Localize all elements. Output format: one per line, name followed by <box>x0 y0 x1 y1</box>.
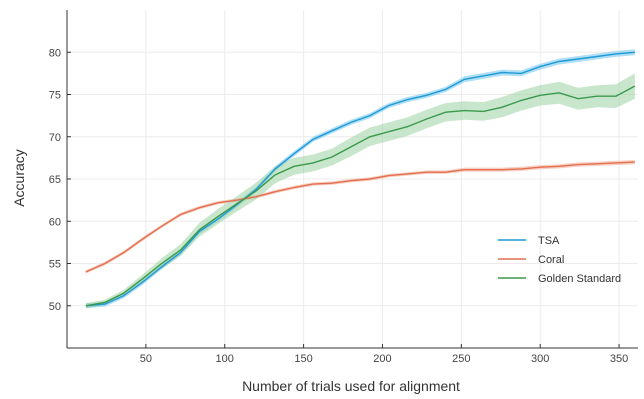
legend-label: TSA <box>538 235 560 247</box>
x-tick-label: 150 <box>294 353 312 365</box>
line-tsa <box>85 51 635 307</box>
line-golden-standard <box>85 85 636 307</box>
y-tick-label: 65 <box>49 174 61 186</box>
y-tick-label: 55 <box>49 259 61 271</box>
y-tick-label: 60 <box>49 216 61 228</box>
y-tick-label: 75 <box>49 90 61 102</box>
series-lines <box>85 51 636 307</box>
y-tick-label: 70 <box>49 132 61 144</box>
x-tick-label: 100 <box>216 353 234 365</box>
x-tick-label: 250 <box>452 353 470 365</box>
x-tick-labels: 50 100 150 200 250 300 350 <box>140 353 629 365</box>
legend-label: Golden Standard <box>538 273 621 285</box>
x-tick-label: 200 <box>373 353 391 365</box>
x-tick-label: 50 <box>140 353 152 365</box>
band-golden-standard <box>85 73 635 309</box>
legend: TSA Coral Golden Standard <box>498 235 621 285</box>
y-tick-label: 80 <box>49 47 61 59</box>
x-axis-title: Number of trials used for alignment <box>242 378 460 394</box>
line-coral <box>85 161 635 273</box>
confidence-bands <box>85 49 635 309</box>
y-tick-labels: 50 55 60 65 70 75 80 <box>49 47 61 313</box>
x-tick-label: 300 <box>531 353 549 365</box>
axes <box>66 10 638 349</box>
x-tick-label: 350 <box>610 353 628 365</box>
y-axis-title: Accuracy <box>11 149 27 207</box>
y-tick-label: 50 <box>49 301 61 313</box>
legend-label: Coral <box>538 254 564 266</box>
